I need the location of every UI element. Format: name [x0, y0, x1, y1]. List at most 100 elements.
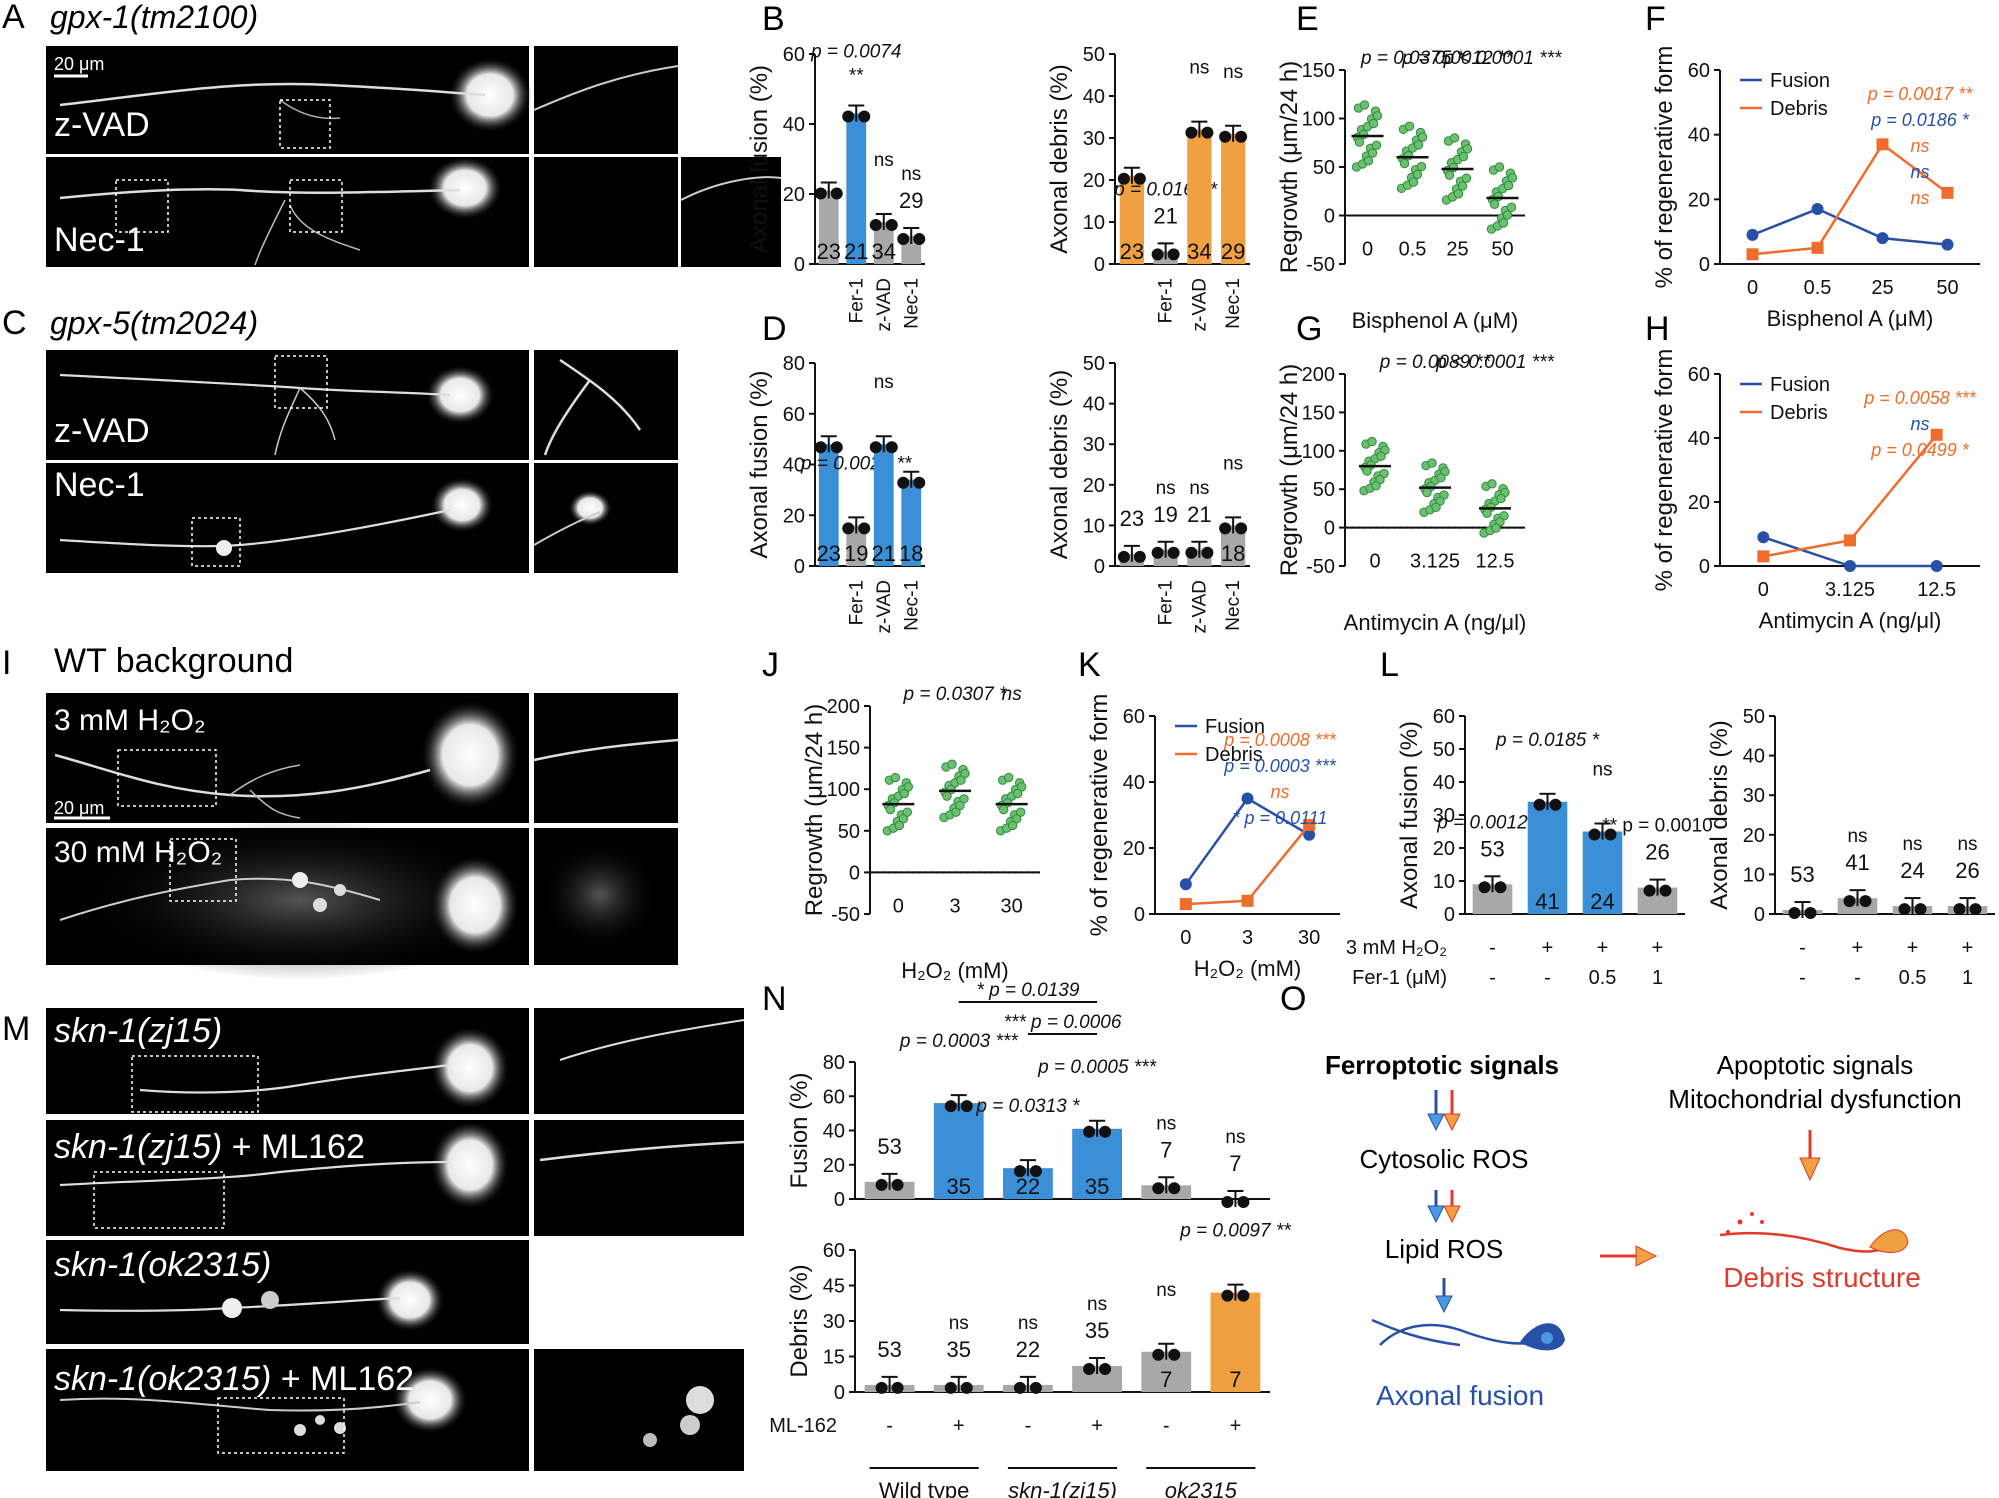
E-ytick-label: 0 [1324, 206, 1335, 228]
L-bar [1582, 831, 1623, 914]
panel-letter-D: D [762, 310, 787, 348]
L2-annotation: ns [1902, 834, 1922, 855]
F-xtick-label: 50 [1936, 277, 1958, 299]
N-point [944, 1100, 957, 1113]
D2-n-label: 18 [1221, 541, 1245, 566]
N-ytick-label: 40 [823, 1121, 845, 1143]
N2-ytick-label: 30 [823, 1311, 845, 1333]
B2-annotation: ns [1189, 58, 1209, 79]
D2-point [1133, 550, 1146, 563]
L-bar [1527, 801, 1568, 914]
panel-letter-E: E [1296, 0, 1319, 38]
L2-point [1843, 895, 1856, 908]
panel-A-title: gpx-1(tm2100) [50, 0, 258, 35]
L-ytick-label: 60 [1433, 706, 1455, 728]
N2-group-label: ok2315 [1165, 1478, 1238, 1498]
J-ytick-label: 0 [849, 862, 860, 884]
B-annotation: p = 0.0074 [810, 42, 901, 63]
D-xtick-label: Nec-1 [901, 580, 922, 631]
F-xtick-label: 0 [1747, 277, 1758, 299]
L-row-value: + [1542, 937, 1554, 959]
scale-bar-I: 20 μm [54, 798, 104, 818]
H-ytick-label: 40 [1688, 428, 1710, 450]
panel-letter-J: J [762, 646, 779, 684]
D-point [869, 441, 882, 454]
N-annotation: p = 0.0313 * [975, 1096, 1080, 1117]
B-point [814, 187, 827, 200]
D-point [830, 441, 843, 454]
L-n-label: 26 [1645, 840, 1669, 865]
L-ytick-label: 20 [1433, 838, 1455, 860]
D-point [842, 522, 855, 535]
E-xtick-label: 50 [1491, 239, 1513, 261]
D2-point [1117, 550, 1130, 563]
N2-point [1083, 1362, 1096, 1375]
L2-point [1859, 895, 1872, 908]
N-sig-label: * p = 0.0139 [976, 980, 1079, 1001]
F-legend-label: Fusion [1770, 70, 1830, 92]
H-xlabel: Antimycin A (ng/μl) [1759, 608, 1942, 633]
K-ytick-label: 60 [1123, 706, 1145, 728]
B2-annotation: ns [1223, 62, 1243, 83]
F-ylabel: % of regenerative form [1651, 46, 1678, 289]
E-point [1453, 189, 1464, 199]
F-ytick-label: 0 [1699, 254, 1710, 276]
L-n-label: 53 [1480, 836, 1504, 861]
L-point [1604, 828, 1617, 841]
G-ytick-label: 0 [1324, 518, 1335, 540]
D-ytick-label: 0 [794, 556, 805, 578]
D2-ylabel: Axonal debris (%) [1046, 370, 1073, 559]
B2-point [1117, 172, 1130, 185]
L-point [1659, 884, 1672, 897]
D-n-label: 19 [844, 541, 868, 566]
micrograph-A-2-label: Nec-1 [54, 221, 145, 259]
G-ylabel: Regrowth (μm/24 h) [1276, 364, 1303, 577]
panel-letter-L: L [1380, 646, 1399, 684]
J-point [998, 804, 1009, 815]
B-point [842, 110, 855, 123]
D-bar [818, 444, 839, 566]
J-annotation: ns [1002, 684, 1023, 705]
B-bar [873, 222, 894, 264]
E-point [1448, 162, 1459, 173]
N2-ylabel: Debris (%) [786, 1264, 813, 1377]
G-point [1367, 436, 1377, 447]
N2-point [1221, 1289, 1234, 1302]
debris-structure-label: Debris structure [1723, 1262, 1921, 1293]
L-ytick-label: 50 [1433, 739, 1455, 761]
L-ytick-label: 30 [1433, 805, 1455, 827]
F-annotation: ns [1910, 188, 1929, 208]
B2-n-label: 23 [1120, 239, 1144, 264]
K-series-line [1185, 824, 1311, 906]
D2-annotation: ns [1189, 478, 1209, 499]
G-ytick-label: 150 [1302, 402, 1335, 424]
J-ytick-label: 100 [827, 779, 860, 801]
D2-point [1235, 522, 1248, 535]
J-point [1012, 788, 1023, 799]
D2-ytick-label: 40 [1083, 394, 1105, 416]
L-ytick-label: 0 [1444, 904, 1455, 926]
N2-point [1152, 1348, 1165, 1361]
F-ytick-label: 60 [1688, 60, 1710, 82]
N2-annotation: ns [1018, 1313, 1038, 1334]
D-ytick-label: 60 [783, 404, 805, 426]
N2-row-value: - [1025, 1415, 1032, 1437]
K-legend-label: Fusion [1205, 716, 1265, 738]
E-point [1371, 140, 1382, 150]
K-xtick-label: 3 [1242, 927, 1253, 949]
L2-ytick-label: 20 [1743, 825, 1765, 847]
E-point [1403, 151, 1414, 161]
N2-row-label: ML-162 [769, 1415, 837, 1437]
J-xtick-label: 3 [949, 895, 960, 917]
E-point [1461, 173, 1472, 183]
micrograph-I-2 [46, 820, 678, 980]
D2-point [1151, 546, 1164, 559]
N-point [875, 1178, 888, 1191]
lipid-to-debris-arrow [1600, 1245, 1658, 1267]
B-ytick-label: 40 [783, 114, 805, 136]
H-series-point [1930, 428, 1943, 441]
J-point [942, 791, 952, 801]
F-series-line [1752, 207, 1948, 246]
L-row-value: - [1544, 967, 1551, 989]
N2-point [1237, 1289, 1250, 1302]
